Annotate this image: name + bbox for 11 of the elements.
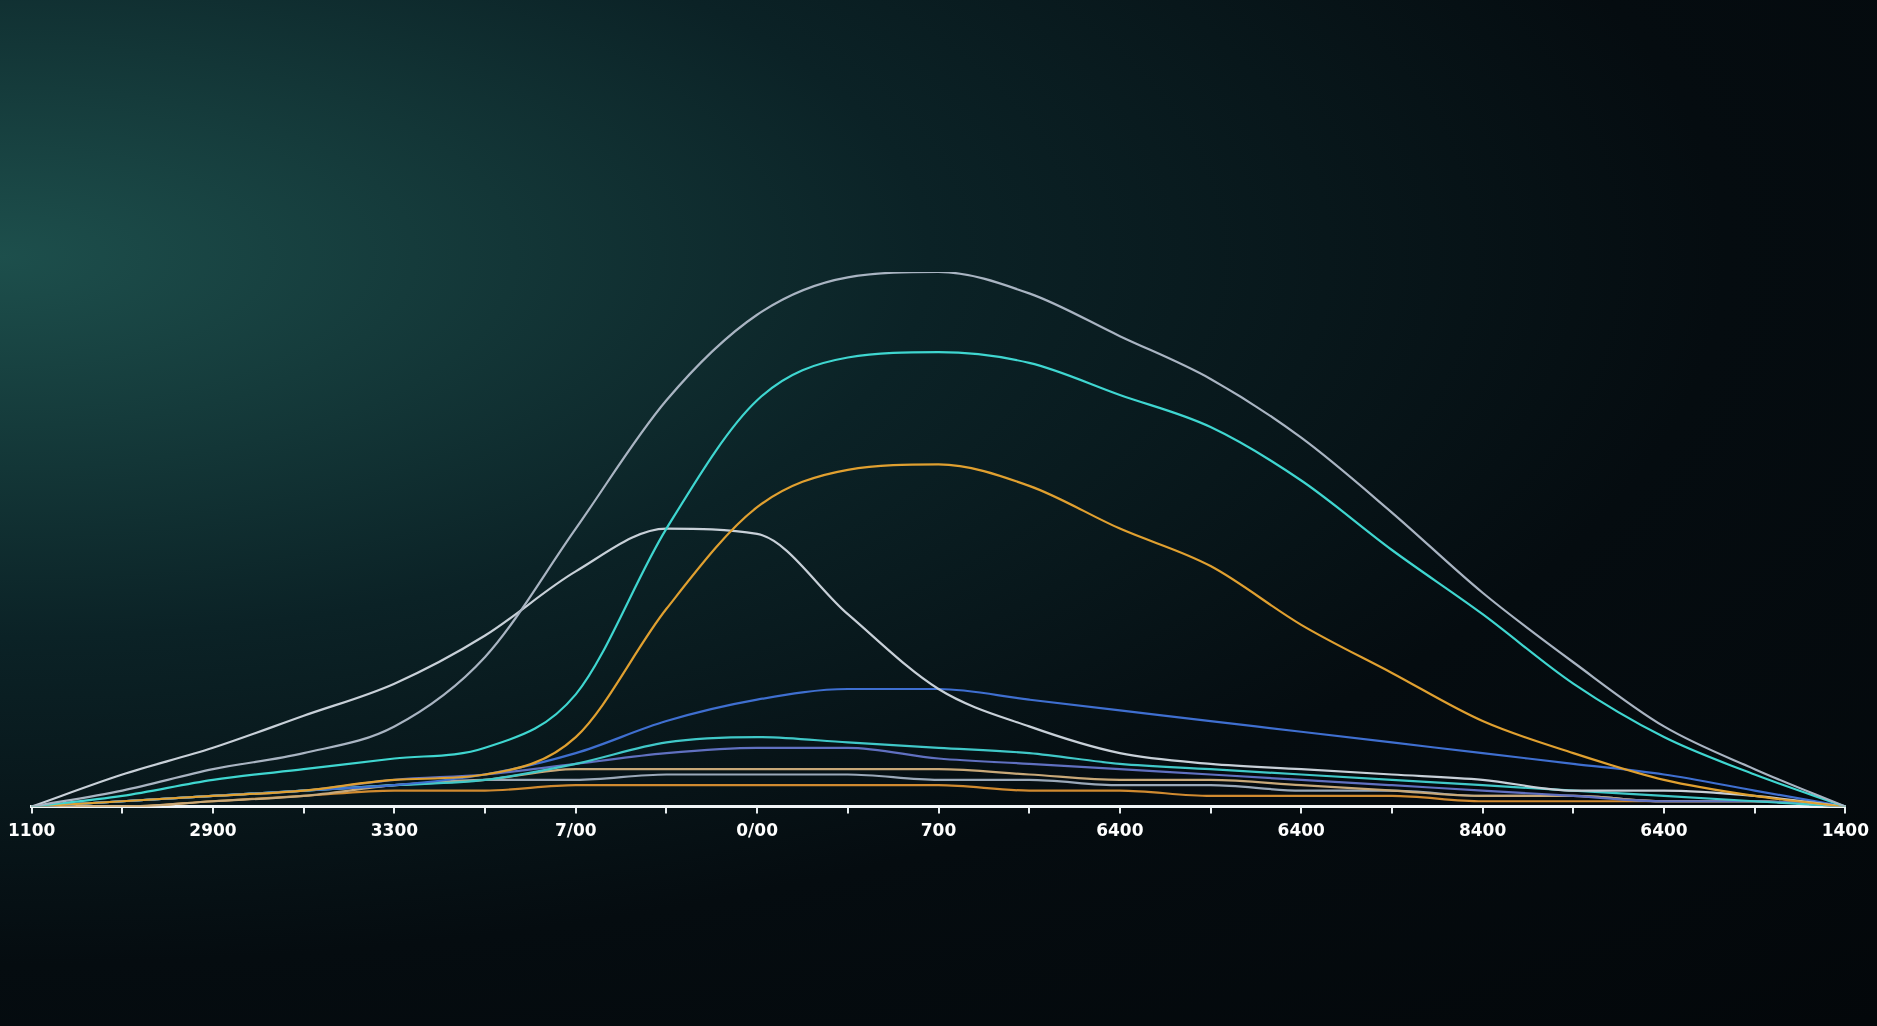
x-tick-label: 2900 (189, 820, 237, 841)
x-tick-label: 3300 (370, 820, 419, 841)
x-tick-label: 7/00 (554, 820, 597, 841)
x-tick-label: 700 (920, 820, 957, 841)
x-tick-label: 6400 (1640, 820, 1688, 841)
x-tick-label: 1400 (1821, 820, 1870, 841)
x-tick-label: 0/00 (736, 820, 779, 841)
x-tick-label: 6400 (1096, 820, 1144, 841)
x-tick-label: 8400 (1458, 820, 1507, 841)
x-tick-label: 1100 (7, 820, 56, 841)
x-tick-label: 6400 (1277, 820, 1326, 841)
